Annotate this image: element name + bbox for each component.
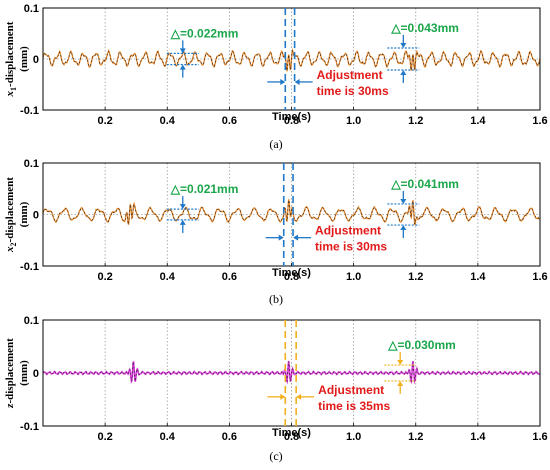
x-axis-label: Time(s) [272, 267, 311, 279]
x-tick-label: 0.8 [284, 431, 299, 443]
reference-series [42, 49, 541, 71]
y-tick-label: 0 [33, 54, 39, 66]
adjust-arrow-right-head [294, 78, 300, 85]
y-axis-unit: (mm) [18, 360, 30, 386]
delta-arrow-down-head [397, 360, 404, 366]
y-axis-unit: (mm) [18, 46, 30, 72]
y-axis-sub: 1 [9, 87, 18, 91]
y-axis-var: x [4, 90, 16, 97]
delta-arrow-up-head [397, 380, 404, 386]
y-axis-label: x1-displacement [4, 21, 18, 97]
adjustment-label-line2: time is 30ms [317, 84, 389, 98]
x-tick-label: 1.4 [470, 115, 486, 127]
delta-arrow-down-head [179, 48, 186, 54]
delta-label: △=0.022mm [170, 26, 239, 40]
adjustment-label-line1: Adjustment [317, 68, 383, 82]
signal-series [42, 199, 541, 226]
x-tick-label: 0.8 [284, 271, 299, 283]
signal-series [42, 360, 541, 385]
x-tick-label: 1.4 [470, 271, 486, 283]
reference-series [42, 200, 540, 225]
y-axis-rest: -displacement [4, 21, 16, 87]
delta-arrow-up-head [400, 69, 407, 75]
delta-arrow-up-head [179, 219, 186, 225]
panel-c: 0.2 0.4 0.6 0.8 1.0 1.2 1.4 1.6 0.1 0 -0.1 Time(s) z… [4, 315, 548, 463]
adjust-arrow-left-head [278, 234, 284, 241]
x-tick-label: 0.8 [284, 115, 299, 127]
x-tick-label: 0.2 [97, 115, 112, 127]
x-tick-label: 1.0 [346, 431, 361, 443]
x-tick-label: 0.4 [160, 115, 176, 127]
x-tick-label: 1.6 [532, 431, 547, 443]
x-tick-label: 1.4 [470, 431, 486, 443]
y-tick-label: 0.1 [24, 158, 39, 170]
delta-label: △=0.030mm [387, 338, 456, 352]
x-tick-label: 1.2 [408, 115, 423, 127]
y-axis-var: x [4, 246, 16, 253]
x-tick-label: 1.6 [532, 115, 547, 127]
x-tick-label: 0.6 [222, 431, 237, 443]
x-tick-label: 0.6 [222, 271, 237, 283]
x-tick-label: 1.0 [346, 271, 361, 283]
delta-arrow-down-head [400, 43, 407, 49]
adjust-arrow-left-head [280, 78, 286, 85]
panel-caption: (a) [269, 137, 282, 151]
y-tick-label: -0.1 [20, 261, 39, 273]
panel-caption: (b) [269, 292, 283, 306]
reference-series [42, 361, 541, 383]
x-tick-label: 1.2 [408, 271, 423, 283]
y-tick-label: 0.1 [24, 315, 39, 327]
x-axis-label: Time(s) [272, 427, 311, 439]
x-tick-label: 0.2 [97, 431, 112, 443]
adjust-arrow-right-head [293, 234, 299, 241]
adjust-arrow-right-head [296, 393, 302, 400]
delta-label: △=0.041mm [390, 177, 459, 191]
y-tick-label: -0.1 [20, 421, 39, 433]
x-tick-label: 0.4 [160, 271, 176, 283]
panel-a: 0.2 0.4 0.6 0.8 1.0 1.2 1.4 1.6 0.1 0 -0.1 Time(s) x… [4, 3, 548, 151]
y-tick-label: 0.1 [24, 3, 39, 15]
x-tick-label: 1.0 [346, 115, 361, 127]
panel-caption: (c) [269, 449, 282, 463]
x-tick-label: 0.4 [160, 431, 176, 443]
adjustment-label-line1: Adjustment [318, 383, 384, 397]
delta-arrow-up-head [400, 225, 407, 231]
delta-arrow-up-head [179, 64, 186, 70]
y-tick-label: 0 [33, 210, 39, 222]
adjustment-label-line2: time is 30ms [315, 240, 387, 254]
x-axis-label: Time(s) [272, 111, 311, 123]
y-axis-sub: 2 [9, 242, 18, 246]
adjustment-label-line1: Adjustment [315, 224, 381, 238]
y-axis-label: x2-displacement [4, 177, 18, 253]
delta-label: △=0.021mm [170, 182, 239, 196]
delta-label: △=0.043mm [390, 21, 459, 35]
panel-b: 0.2 0.4 0.6 0.8 1.0 1.2 1.4 1.6 0.1 0 -0.1 Time(s) x… [4, 158, 548, 306]
x-tick-label: 0.6 [222, 115, 237, 127]
y-axis-rest: -displacement [4, 338, 16, 404]
delta-arrow-down-head [179, 204, 186, 210]
adjust-arrow-left-head [280, 393, 286, 400]
y-tick-label: 0 [33, 368, 39, 380]
y-axis-var: z [4, 403, 16, 409]
x-tick-label: 1.6 [532, 271, 547, 283]
x-tick-label: 1.2 [408, 431, 423, 443]
y-axis-label: z-displacement [4, 338, 16, 409]
y-axis-rest: -displacement [4, 177, 16, 243]
y-axis-unit: (mm) [18, 201, 30, 227]
adjustment-label-line2: time is 35ms [318, 399, 390, 413]
y-tick-label: -0.1 [20, 105, 39, 117]
delta-arrow-down-head [400, 198, 407, 204]
x-tick-label: 0.2 [97, 271, 112, 283]
